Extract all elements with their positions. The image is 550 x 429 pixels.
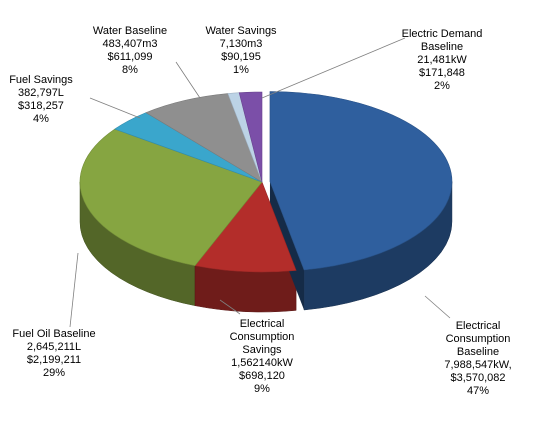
slice-labels: Electrical Consumption Baseline 7,988,547kW… xyxy=(9,25,511,397)
slice-label-water_base: Water Baseline 483,407m3 $611,099 8% xyxy=(93,25,167,76)
pie-side-elec_sav xyxy=(194,265,297,313)
leader-line-fuel_sav xyxy=(89,97,141,119)
slice-label-fuel_sav: Fuel Savings 382,797L $318,257 4% xyxy=(9,74,73,125)
slice-label-line: 8% xyxy=(122,64,138,76)
slice-label-fuel_base: Fuel Oil Baseline 2,645,211L $2,199,211 29% xyxy=(12,328,95,379)
leader-line-elec_cons xyxy=(424,295,451,319)
slice-label-line: 1% xyxy=(233,64,249,76)
slice-label-line: $3,570,082 xyxy=(450,372,505,384)
slice-label-line: $2,199,211 xyxy=(27,354,81,366)
slice-label-line: 29% xyxy=(43,367,65,379)
slice-label-line: $318,257 xyxy=(18,100,64,112)
slice-label-line: $171,848 xyxy=(419,67,465,79)
slice-label-line: Consumption xyxy=(230,331,295,343)
slice-label-line: $698,120 xyxy=(239,370,285,382)
slice-label-line: Water Baseline xyxy=(93,25,167,37)
slice-label-line: Electrical xyxy=(456,320,501,332)
slice-label-line: 382,797L xyxy=(18,87,64,99)
slice-label-line: 1,562140kW xyxy=(231,357,293,369)
slice-label-line: 21,481kW xyxy=(417,54,467,66)
leader-lines xyxy=(69,37,451,328)
slice-label-line: Fuel Oil Baseline xyxy=(12,328,95,340)
slice-label-line: 7,988,547kW, xyxy=(444,359,511,371)
pie-slice-water_base xyxy=(145,93,263,183)
slice-label-line: Baseline xyxy=(421,41,463,53)
leader-line-elec_dem xyxy=(261,37,406,99)
slice-label-line: 483,407m3 xyxy=(102,38,157,50)
slice-label-line: $611,099 xyxy=(107,51,152,63)
slice-label-water_sav: Water Savings 7,130m3 $90,195 1% xyxy=(205,25,277,76)
pie-slice-elec_cons xyxy=(269,91,453,271)
leader-line-water_base xyxy=(175,61,201,99)
slice-label-line: 4% xyxy=(33,113,49,125)
slice-label-elec_dem: Electric Demand Baseline 21,481kW $171,848 2… xyxy=(402,28,483,92)
pie-tops xyxy=(79,91,453,273)
slice-label-elec_sav: Electrical Consumption Savings 1,562140kW $6… xyxy=(230,318,295,395)
slice-label-line: Consumption xyxy=(446,333,511,345)
slice-label-line: Savings xyxy=(242,344,282,356)
slice-label-line: 2% xyxy=(434,80,450,92)
pie-slice-elec_dem xyxy=(238,91,263,183)
slice-label-line: Electric Demand xyxy=(402,28,483,40)
slice-label-elec_cons: Electrical Consumption Baseline 7,988,547kW… xyxy=(444,320,511,397)
slice-label-line: Baseline xyxy=(457,346,499,358)
slice-label-line: 47% xyxy=(467,385,489,397)
slice-label-line: 7,130m3 xyxy=(220,38,263,50)
pie-slice-fuel_base xyxy=(79,128,263,267)
leader-line-fuel_base xyxy=(69,252,79,328)
pie-slice-elec_sav xyxy=(194,181,297,273)
slice-label-line: Fuel Savings xyxy=(9,74,73,86)
slice-label-line: 2,645,211L xyxy=(27,341,81,353)
slice-label-line: Electrical xyxy=(240,318,285,330)
slice-label-line: $90,195 xyxy=(221,51,261,63)
leader-line-elec_sav xyxy=(219,299,241,315)
slice-label-line: Water Savings xyxy=(205,25,277,37)
pie-cut-elec_cons-1 xyxy=(269,181,305,310)
slice-label-line: 9% xyxy=(254,383,270,395)
